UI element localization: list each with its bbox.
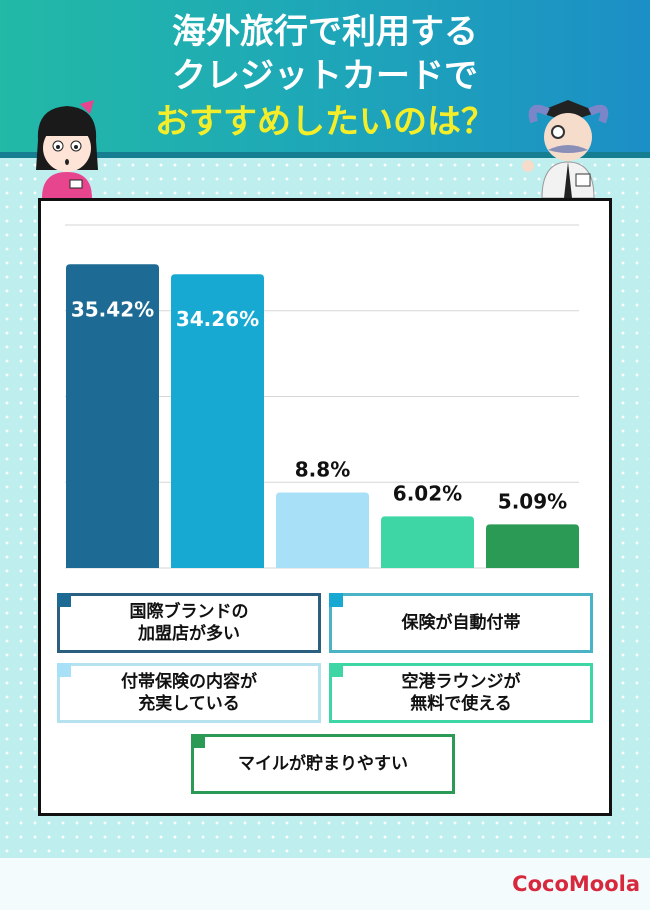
legend-label: 付帯保険の内容が 充実している [121,672,257,714]
bar [171,274,264,568]
legend-item: 保険が自動付帯 [329,593,593,653]
legend-item: マイルが貯まりやすい [191,734,455,794]
legend-swatch [57,593,71,607]
bar-chart: 35.42% 34.26% 8.8% 6.02% 5.09% [65,224,579,569]
title-line-2: クレジットカードで [172,56,478,96]
bar [66,264,159,568]
title-line-1: 海外旅行で利用する [172,12,478,52]
chart-frame: 35.42% 34.26% 8.8% 6.02% 5.09% [38,198,612,816]
legend-label: マイルが貯まりやすい [238,754,408,774]
legend-label: 空港ラウンジが 無料で使える [401,672,521,714]
header-divider [0,152,650,158]
title-line-3: おすすめしたいのは？ [155,102,495,142]
girl-character-illustration [36,100,98,198]
data-label: 5.09% [498,489,567,513]
bar [486,524,579,568]
legend-swatch [57,663,71,677]
professor-character-illustration [522,100,609,198]
legend-label: 保険が自動付帯 [401,613,521,633]
legend-swatch [191,734,205,748]
cocomoola-logo: CocoMoola [512,872,640,896]
legend-swatch [329,663,343,677]
bar [381,516,474,568]
legend-swatch [329,593,343,607]
data-label: 6.02% [393,481,462,505]
legend-item: 国際ブランドの 加盟店が多い [57,593,321,653]
legend-item: 付帯保険の内容が 充実している [57,663,321,723]
legend-item: 空港ラウンジが 無料で使える [329,663,593,723]
footer [0,858,650,910]
data-label: 34.26% [176,307,259,331]
legend-label: 国際ブランドの 加盟店が多い [129,602,249,644]
data-label: 35.42% [71,297,154,321]
header-banner [0,0,650,158]
bar [276,492,369,568]
data-label: 8.8% [295,458,350,482]
